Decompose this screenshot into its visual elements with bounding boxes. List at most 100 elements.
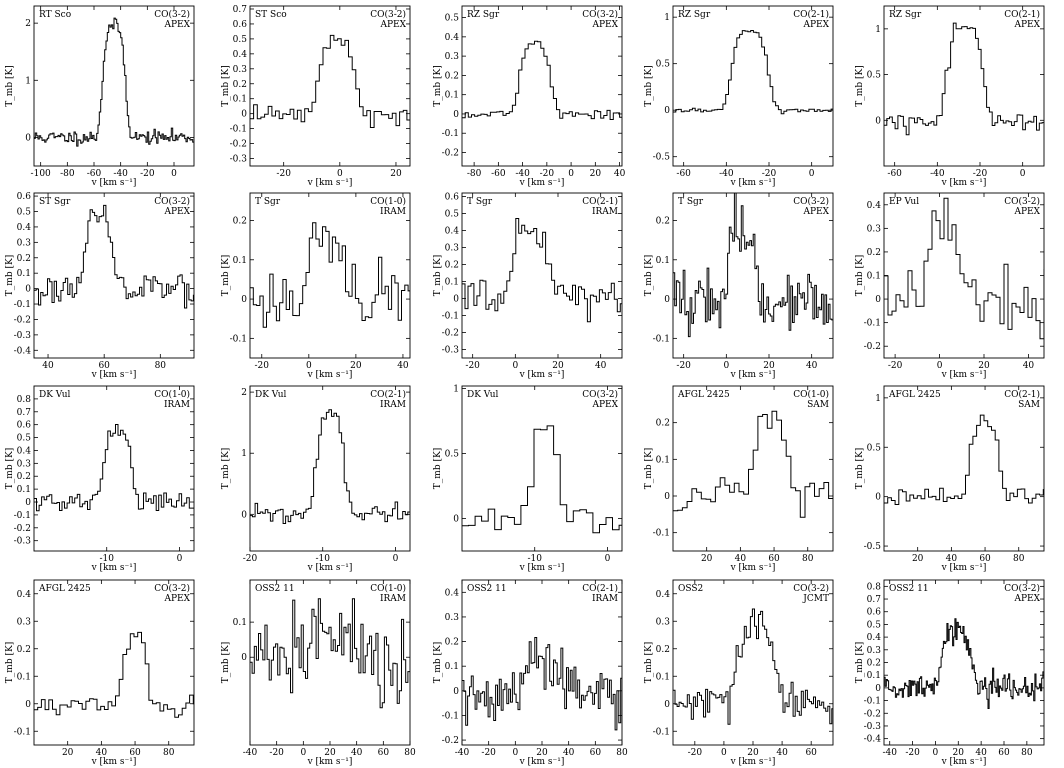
- telescope-label: APEX: [163, 20, 190, 30]
- y-tick-label: 0.2: [867, 248, 881, 258]
- x-axis-label: v [km s⁻¹]: [730, 757, 776, 767]
- y-tick-label: 0.5: [867, 620, 882, 630]
- y-tick-label: 1: [241, 449, 247, 459]
- spectrum-panel-8: -20 0 20 40 -0.3 -0.2 -0.1 0 0.1 0.2 0.3 0.4 0.5 0.6 v…: [433, 192, 623, 380]
- telescope-label: APEX: [1013, 207, 1040, 217]
- spectrum-line: [250, 598, 410, 709]
- plot-frame: [883, 579, 1045, 746]
- y-tick-label: 0.1: [656, 672, 670, 682]
- y-tick-label: 0: [664, 700, 670, 710]
- y-tick-label: 2: [241, 388, 247, 398]
- y-tick-label: 0.5: [17, 434, 32, 444]
- y-tick-label: 0.1: [656, 256, 670, 266]
- x-axis-label: v [km s⁻¹]: [91, 370, 137, 380]
- y-tick-label: -0.1: [653, 334, 670, 344]
- spectrum-panel-4: -60 -40 -20 0 -0.5 0 0.5 1 v [km s⁻¹] T_mb [K] RZ …: [644, 5, 834, 188]
- x-tick-label: -20: [255, 361, 270, 371]
- x-tick-label: 60: [979, 554, 991, 564]
- plot-frame: [461, 579, 623, 746]
- plot-frame: [33, 385, 195, 552]
- y-tick-label: 0.2: [17, 472, 31, 482]
- y-tick-label: 0.3: [445, 613, 460, 623]
- spectrum-panel-17: -40 -20 0 20 40 60 80 0 0.1 v [km s⁻¹] T_mb [K] OSS…: [221, 579, 416, 767]
- spectrum-panel-2: -20 0 20 -0.3 -0.2 -0.1 0 0.1 0.2 0.3 0.4 0.5 0.6 0.7…: [221, 5, 411, 188]
- spectrum-panel-5: -60 -40 -20 0 0 0.5 1 v [km s⁻¹] T_mb [K] RZ Sgr C…: [855, 5, 1045, 188]
- y-tick-label: -0.1: [14, 511, 31, 521]
- y-tick-label: 0.6: [233, 20, 248, 30]
- y-axis-label: T_mb [K]: [221, 642, 231, 683]
- x-tick-label: -80: [467, 169, 482, 179]
- y-axis-label: T_mb [K]: [644, 255, 654, 296]
- y-axis-label: T_mb [K]: [433, 255, 443, 296]
- transition-label: CO(1-0): [154, 389, 190, 400]
- source-name: RT Sco: [39, 10, 71, 20]
- y-axis-label: T_mb [K]: [221, 448, 231, 489]
- spectrum-panel-12: -20 -10 0 0 1 2 v [km s⁻¹] T_mb [K] DK Vul CO(2-1…: [221, 385, 411, 573]
- source-name: DK Vul: [255, 390, 287, 400]
- y-tick-label: 0: [25, 133, 31, 143]
- spectrum-line: [250, 409, 410, 524]
- x-tick-label: 0: [512, 361, 518, 371]
- y-tick-label: 0.5: [445, 209, 460, 219]
- spectrum-line: [34, 424, 194, 512]
- x-tick-label: 40: [42, 361, 54, 371]
- spectrum-line: [34, 17, 194, 147]
- telescope-label: IRAM: [380, 594, 406, 604]
- y-tick-label: 0.1: [17, 269, 31, 279]
- y-tick-label: -0.1: [230, 334, 247, 344]
- y-tick-label: -0.1: [442, 711, 459, 721]
- x-tick-label: 20: [590, 169, 602, 179]
- x-axis-label: v [km s⁻¹]: [941, 370, 987, 380]
- spectrum-panel-19: -20 0 20 40 60 -0.1 0 0.1 0.2 0.3 0.4 v [km s⁻¹] T_m…: [644, 579, 834, 767]
- y-tick-label: 2: [25, 19, 31, 29]
- x-tick-label: 0: [933, 748, 939, 758]
- x-axis-label: v [km s⁻¹]: [91, 178, 137, 188]
- y-tick-label: -0.2: [864, 709, 881, 719]
- plot-frame: [461, 5, 623, 167]
- x-tick-label: -20: [973, 169, 988, 179]
- transition-label: CO(1-0): [793, 389, 829, 400]
- x-tick-label: 40: [1023, 361, 1035, 371]
- telescope-label: APEX: [1013, 20, 1040, 30]
- x-tick-label: 20: [953, 748, 965, 758]
- y-tick-label: 1: [664, 13, 670, 23]
- plot-frame: [461, 385, 623, 552]
- x-tick-label: -100: [31, 169, 51, 179]
- plot-frame: [883, 5, 1045, 167]
- y-tick-label: -0.2: [864, 342, 881, 352]
- x-tick-label: 0: [306, 361, 312, 371]
- y-tick-label: 0: [453, 515, 459, 525]
- y-tick-label: 0.7: [17, 408, 32, 418]
- y-tick-label: 0: [453, 110, 459, 120]
- telescope-label: APEX: [379, 20, 406, 30]
- x-tick-label: -60: [887, 169, 902, 179]
- telescope-label: IRAM: [380, 207, 406, 217]
- plot-frame: [672, 579, 834, 746]
- x-axis-label: v [km s⁻¹]: [730, 563, 776, 573]
- x-axis-label: v [km s⁻¹]: [519, 757, 565, 767]
- y-axis-label: T_mb [K]: [855, 448, 865, 489]
- transition-label: CO(3-2): [582, 389, 618, 400]
- y-tick-label: 0.1: [17, 485, 31, 495]
- x-axis-label: v [km s⁻¹]: [307, 563, 353, 573]
- x-tick-label: 80: [155, 361, 167, 371]
- y-axis-label: T_mb [K]: [433, 448, 443, 489]
- telescope-label: APEX: [591, 20, 618, 30]
- y-tick-label: 0.2: [233, 80, 247, 90]
- spectrum-line: [462, 425, 622, 534]
- spectrum-line: [673, 608, 833, 725]
- y-tick-label: 0.3: [17, 617, 32, 627]
- x-tick-label: 0: [1020, 169, 1026, 179]
- spectrum-panel-15: 20 40 60 80 -0.5 0 0.5 1 v [km s⁻¹] T_mb [K] AFGL …: [855, 385, 1045, 573]
- x-tick-label: 20: [62, 748, 74, 758]
- spectrum-line: [462, 218, 622, 323]
- spectrum-line: [250, 34, 410, 128]
- x-tick-label: -40: [930, 169, 945, 179]
- y-tick-label: 0.1: [233, 618, 247, 628]
- y-tick-label: -0.1: [442, 311, 459, 321]
- telescope-label: JCMT: [802, 594, 829, 604]
- y-tick-label: 0.6: [445, 192, 460, 202]
- y-tick-label: 0.4: [445, 33, 460, 43]
- x-tick-label: 40: [735, 554, 747, 564]
- y-tick-label: 0: [875, 684, 881, 694]
